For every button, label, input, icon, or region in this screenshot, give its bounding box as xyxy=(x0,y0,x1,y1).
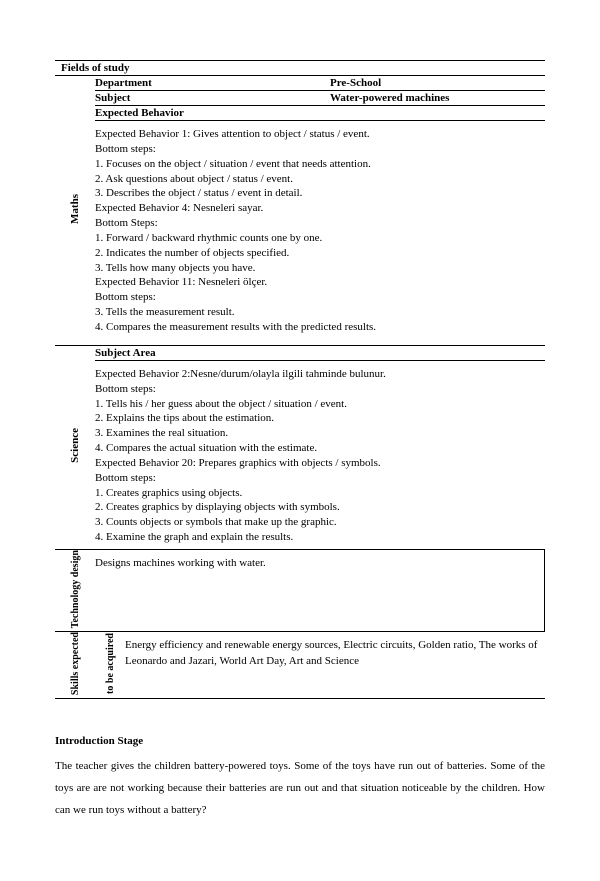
maths-line: 2. Indicates the number of objects speci… xyxy=(95,246,543,261)
maths-side-label: Maths xyxy=(69,194,81,224)
science-line: 3. Counts objects or symbols that make u… xyxy=(95,515,543,530)
department-row: Department Pre-School xyxy=(95,76,545,91)
science-line: Bottom steps: xyxy=(95,471,543,486)
maths-line: 4. Compares the measurement results with… xyxy=(95,320,543,335)
science-content: Subject Area Expected Behavior 2:Nesne/d… xyxy=(95,345,545,549)
subject-area-header: Subject Area xyxy=(95,346,545,361)
skills-side-cell-2: to be acquired xyxy=(95,632,125,699)
tech-content: Designs machines working with water. xyxy=(95,549,545,631)
maths-line: 1. Forward / backward rhythmic counts on… xyxy=(95,231,543,246)
science-line: 4. Compares the actual situation with th… xyxy=(95,441,543,456)
introduction-text: The teacher gives the children battery-p… xyxy=(55,755,545,821)
skills-side-label-1: Skills expected xyxy=(70,632,81,695)
science-line: 1. Tells his / her guess about the objec… xyxy=(95,397,543,412)
maths-content: Department Pre-School Subject Water-powe… xyxy=(95,76,545,345)
introduction-title: Introduction Stage xyxy=(55,735,545,747)
skills-content: Energy efficiency and renewable energy s… xyxy=(125,632,545,699)
maths-line: Expected Behavior 1: Gives attention to … xyxy=(95,127,543,142)
science-line: 2. Creates graphics by displaying object… xyxy=(95,500,543,515)
expected-behavior-header: Expected Behavior xyxy=(95,106,545,121)
science-side-cell: Science xyxy=(55,345,95,549)
science-side-label: Science xyxy=(69,428,81,463)
science-line: 2. Explains the tips about the estimatio… xyxy=(95,411,543,426)
subject-row: Subject Water-powered machines xyxy=(95,91,545,106)
department-value: Pre-School xyxy=(330,77,381,89)
maths-line: 3. Describes the object / status / event… xyxy=(95,186,543,201)
tech-body: Designs machines working with water. xyxy=(95,550,544,612)
skills-side-cell-1: Skills expected xyxy=(55,632,95,699)
science-body: Expected Behavior 2:Nesne/durum/olayla i… xyxy=(95,361,545,549)
tech-side-label: Technology design xyxy=(70,550,81,628)
maths-line: Expected Behavior 4: Nesneleri sayar. xyxy=(95,201,543,216)
maths-body: Expected Behavior 1: Gives attention to … xyxy=(95,121,545,345)
subject-label: Subject xyxy=(95,92,330,104)
science-line: 3. Examines the real situation. xyxy=(95,426,543,441)
science-line: 4. Examine the graph and explain the res… xyxy=(95,530,543,545)
maths-line: Bottom Steps: xyxy=(95,216,543,231)
department-label: Department xyxy=(95,77,330,89)
science-line: Bottom steps: xyxy=(95,382,543,397)
maths-line: 3. Tells how many objects you have. xyxy=(95,261,543,276)
maths-line: 2. Ask questions about object / status /… xyxy=(95,172,543,187)
maths-line: Bottom steps: xyxy=(95,290,543,305)
maths-side-cell: Maths xyxy=(55,76,95,345)
science-line: Expected Behavior 20: Prepares graphics … xyxy=(95,456,543,471)
skills-body: Energy efficiency and renewable energy s… xyxy=(125,632,545,688)
science-line: 1. Creates graphics using objects. xyxy=(95,486,543,501)
subject-value: Water-powered machines xyxy=(330,92,449,104)
maths-line: Expected Behavior 11: Nesneleri ölçer. xyxy=(95,275,543,290)
science-line: Expected Behavior 2:Nesne/durum/olayla i… xyxy=(95,367,543,382)
fields-of-study-title: Fields of study xyxy=(55,60,545,76)
tech-side-cell: Technology design xyxy=(55,549,95,631)
maths-line: Bottom steps: xyxy=(95,142,543,157)
maths-line: 1. Focuses on the object / situation / e… xyxy=(95,157,543,172)
maths-line: 3. Tells the measurement result. xyxy=(95,305,543,320)
fields-table: Maths Department Pre-School Subject Wate… xyxy=(55,76,545,699)
skills-side-label-2: to be acquired xyxy=(105,633,116,694)
